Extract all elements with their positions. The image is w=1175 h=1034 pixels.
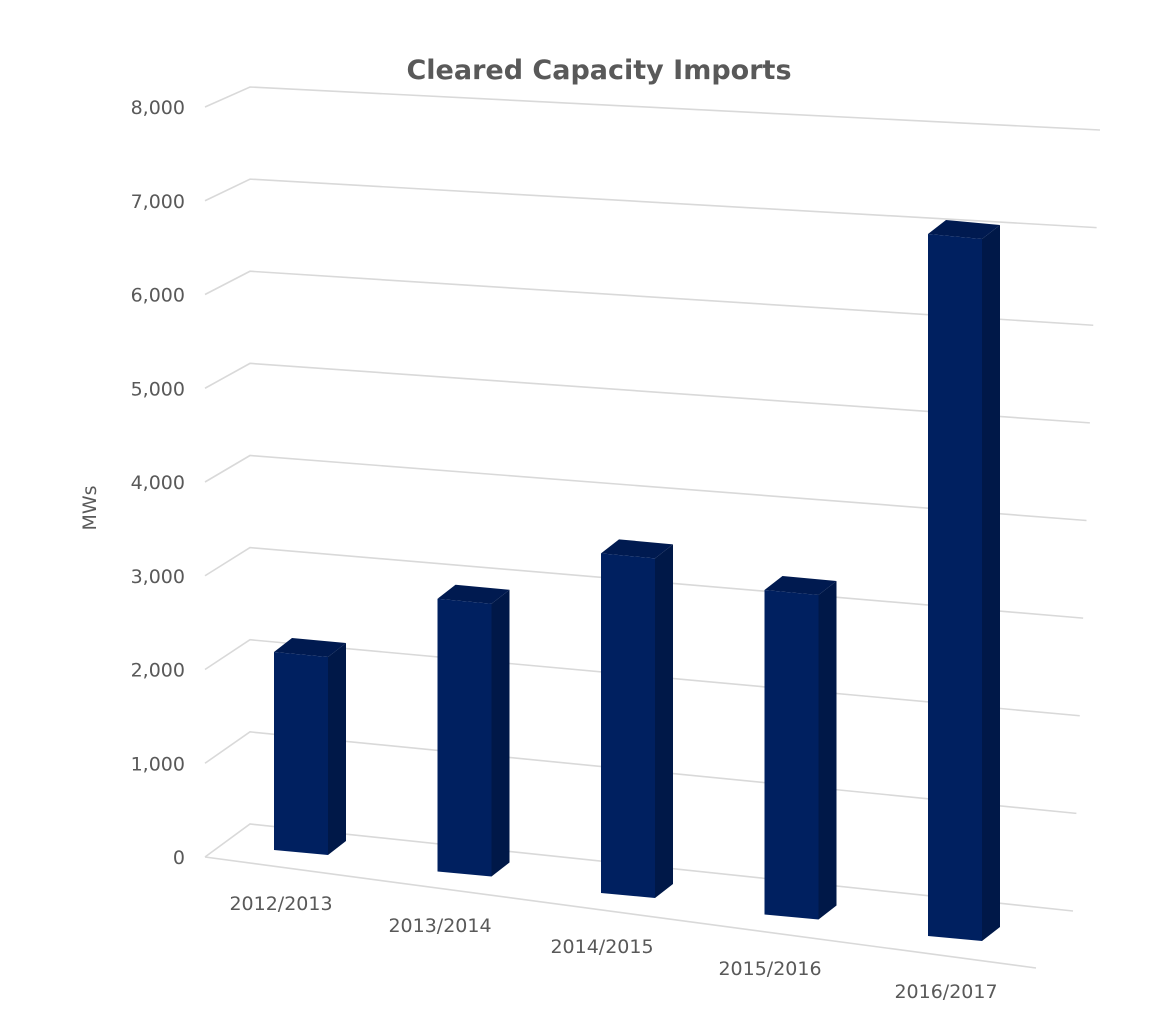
y-tick-label: 7,000 <box>131 191 185 213</box>
bar-front <box>928 234 982 941</box>
y-tick-label: 3,000 <box>131 566 185 588</box>
bar-side <box>818 581 837 920</box>
bars <box>274 220 1000 941</box>
bar-top <box>437 584 510 604</box>
bar-front <box>274 652 328 855</box>
x-tick-label: 2014/2015 <box>550 936 653 958</box>
bar <box>764 576 837 920</box>
chart-title: Cleared Capacity Imports <box>406 55 791 86</box>
gridline <box>204 362 1090 424</box>
bar-top <box>274 638 346 657</box>
bar-side <box>491 589 510 877</box>
gridline <box>204 86 1101 131</box>
bar-top <box>764 576 837 596</box>
y-tick-label: 0 <box>173 847 185 869</box>
bar-front <box>437 598 492 877</box>
y-tick-label: 4,000 <box>131 472 185 494</box>
y-axis-label: MWs <box>79 485 101 530</box>
gridline <box>204 454 1087 522</box>
y-tick-label: 2,000 <box>131 660 185 682</box>
floor-front-edge <box>204 856 1037 969</box>
y-tick-label: 8,000 <box>131 97 185 119</box>
bar-front <box>764 590 819 920</box>
bar <box>601 539 673 898</box>
bar <box>274 638 346 855</box>
x-tick-label: 2013/2014 <box>388 915 491 937</box>
bar-top <box>928 220 1000 239</box>
x-tick-label: 2015/2016 <box>718 958 821 980</box>
y-tick-label: 6,000 <box>131 285 185 307</box>
x-axis-tick-labels: 2012/2013 2013/2014 2014/2015 2015/2016 2016… <box>229 893 997 1003</box>
x-tick-label: 2012/2013 <box>229 893 332 915</box>
x-tick-label: 2016/2017 <box>894 981 997 1003</box>
y-axis-tick-labels: 0 1,000 2,000 3,000 4,000 5,000 6,000 7,000 8,00… <box>131 97 185 869</box>
bar-side <box>982 225 1000 941</box>
gridlines <box>204 86 1101 969</box>
gridline <box>204 178 1097 229</box>
gridline <box>204 270 1094 327</box>
bar-front <box>601 553 655 898</box>
bar-side <box>328 643 346 855</box>
bar <box>928 220 1000 941</box>
bar <box>437 584 510 877</box>
bar-top <box>601 539 673 559</box>
bar-side <box>655 544 673 898</box>
y-tick-label: 5,000 <box>131 378 185 400</box>
y-tick-label: 1,000 <box>131 753 185 775</box>
